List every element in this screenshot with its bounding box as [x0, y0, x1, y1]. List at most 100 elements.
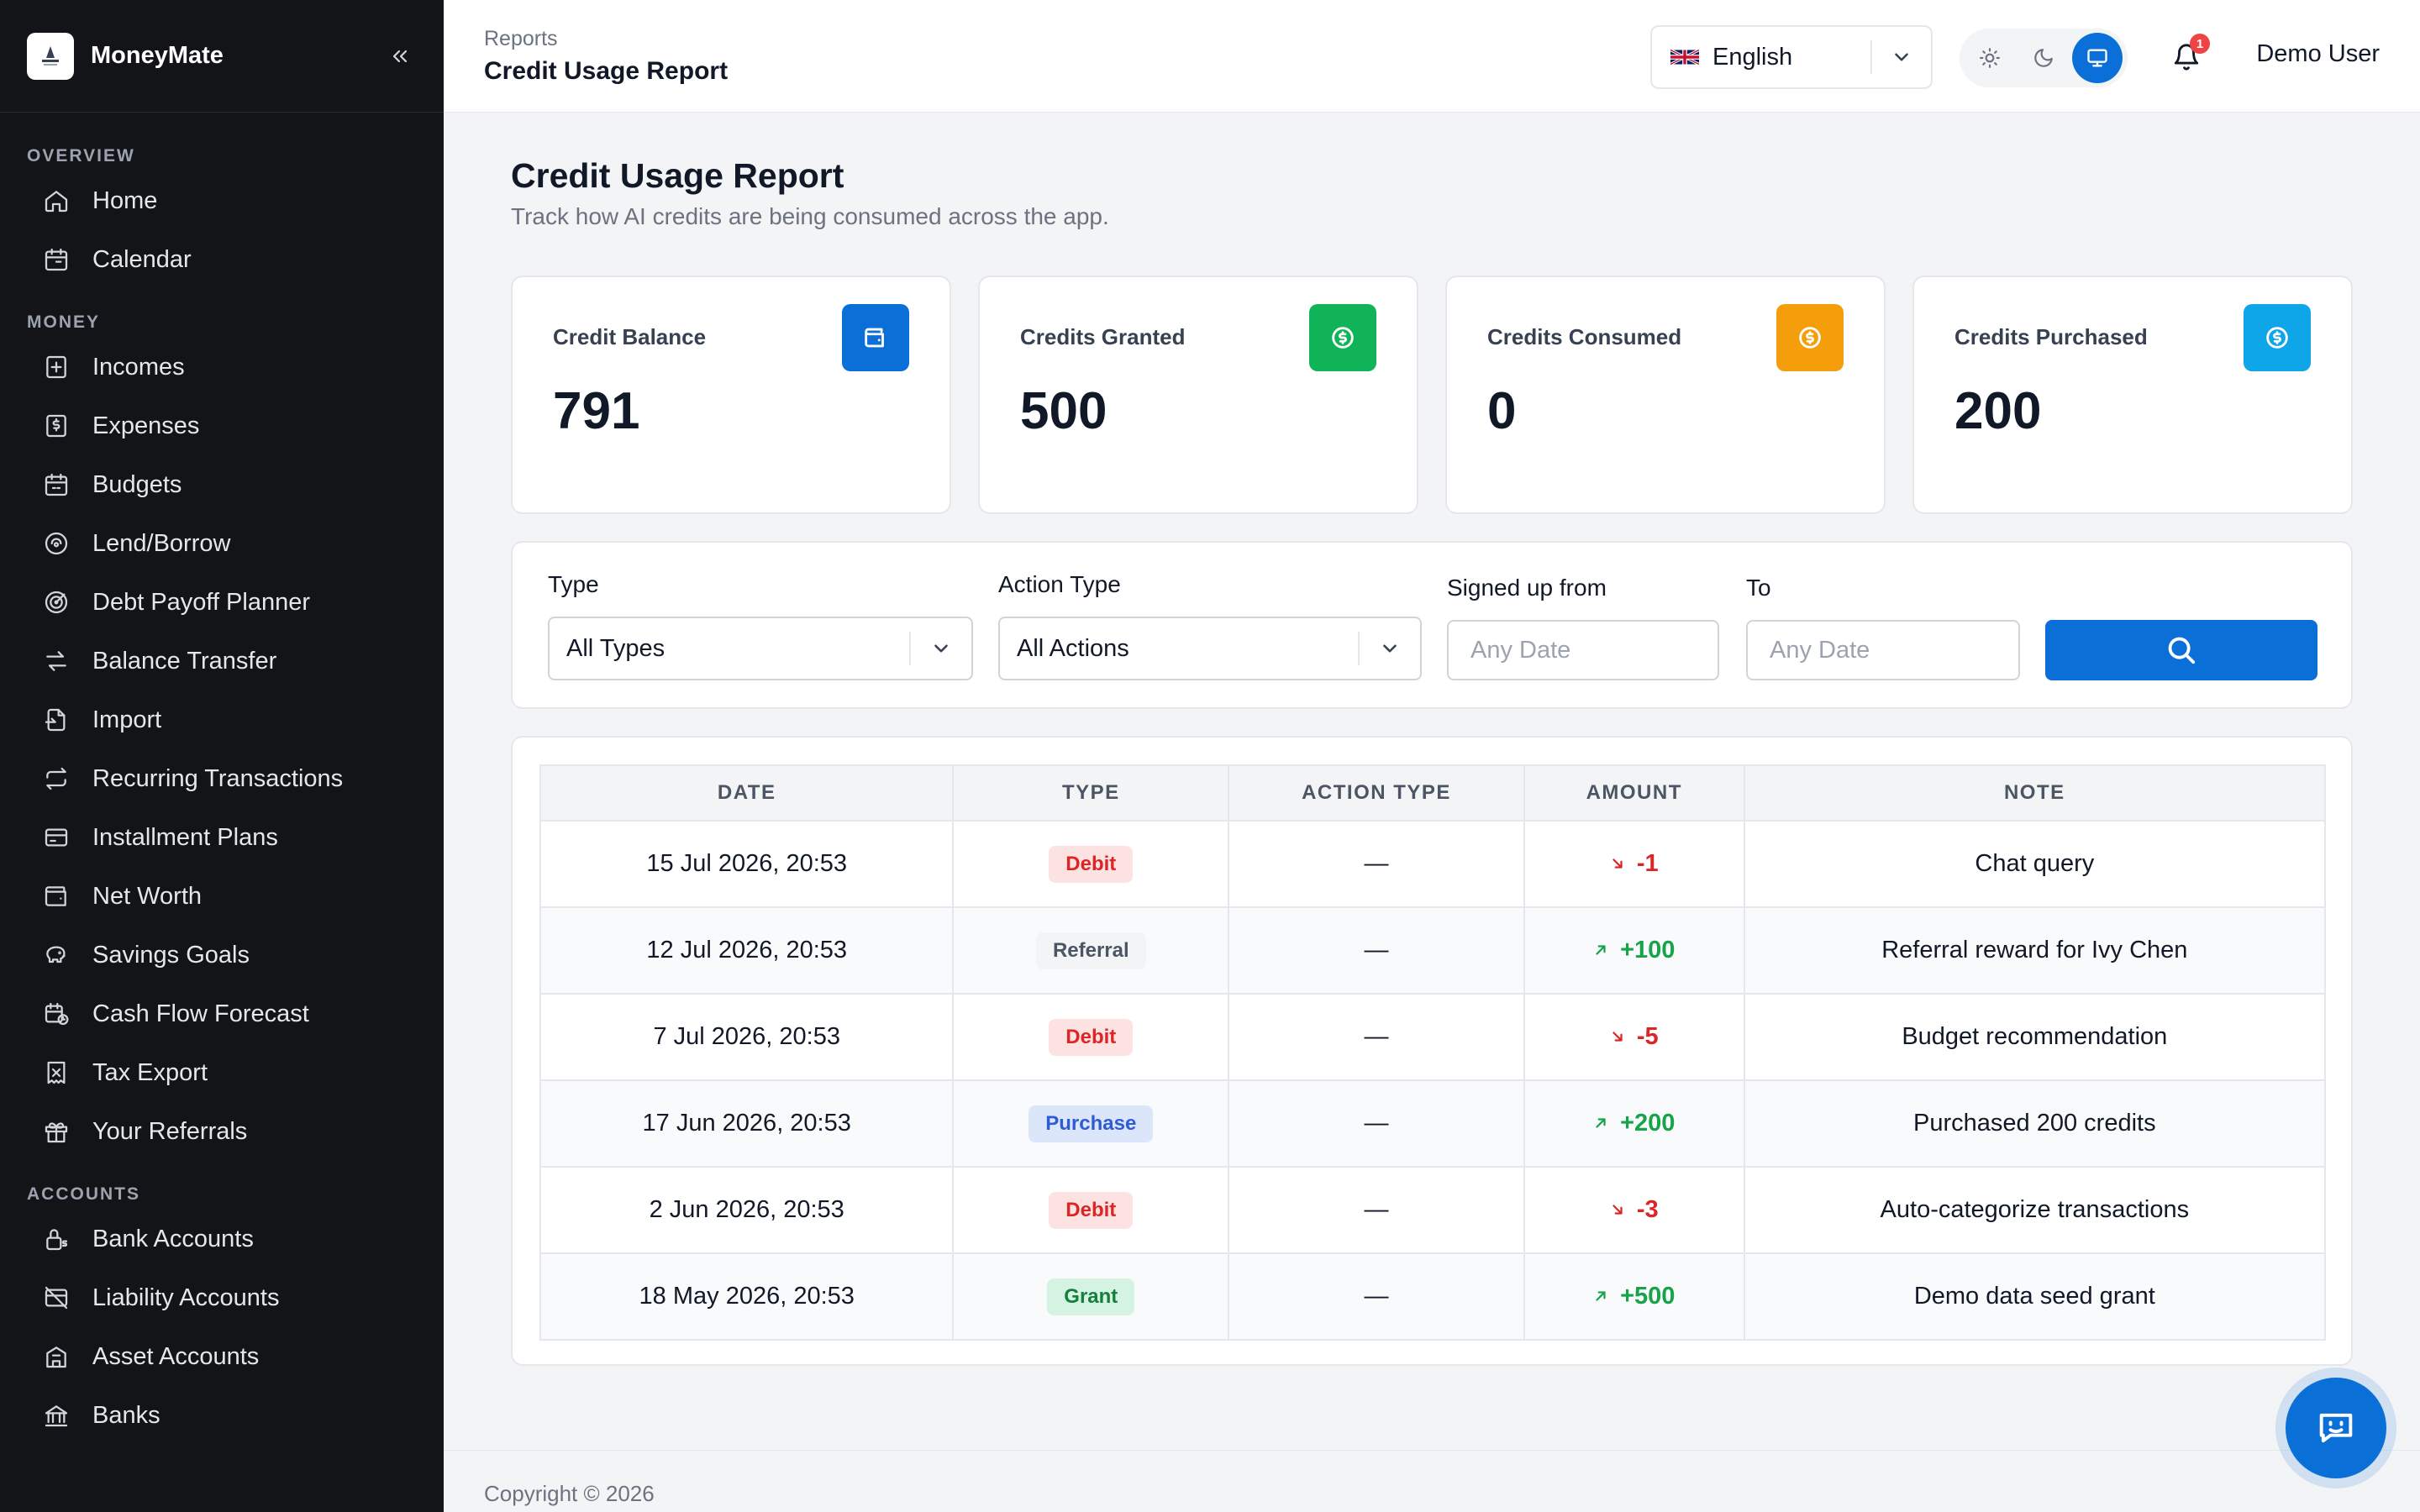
collapse-sidebar-button[interactable]: [383, 39, 417, 73]
dollar-circle-icon: [1309, 304, 1376, 371]
notification-count-badge: 1: [2190, 34, 2210, 54]
sidebar: MoneyMate OVERVIEW Home Calendar MONEY Incom…: [0, 0, 444, 1512]
type-filter-label: Type: [548, 571, 599, 597]
column-header-note[interactable]: NOTE: [1743, 764, 2327, 822]
sidebar-item-home[interactable]: Home: [0, 171, 444, 230]
sidebar-item-your-referrals[interactable]: Your Referrals: [0, 1102, 444, 1161]
signed-up-from-input[interactable]: [1447, 620, 1719, 680]
stat-value: 791: [553, 382, 640, 440]
wallet-icon: [842, 304, 909, 371]
divider: [1358, 632, 1360, 665]
chat-assistant-button[interactable]: [2286, 1378, 2386, 1478]
sidebar-item-label: Bank Accounts: [92, 1225, 254, 1252]
sidebar-item-tax-export[interactable]: Tax Export: [0, 1043, 444, 1102]
date-cell: 2 Jun 2026, 20:53: [539, 1166, 955, 1254]
page-title: Credit Usage Report: [511, 156, 844, 195]
column-header-action-type[interactable]: ACTION TYPE: [1228, 764, 1525, 822]
type-badge: Debit: [1049, 1018, 1134, 1056]
topbar: Reports Credit Usage Report English 1 De…: [444, 0, 2420, 113]
column-header-date[interactable]: DATE: [539, 764, 955, 822]
table-row: 17 Jun 2026, 20:53 Purchase — +200 Purchased…: [539, 1079, 2327, 1168]
credit-usage-table-card: DATE TYPE ACTION TYPE AMOUNT NOTE 15 Jul 202…: [511, 736, 2353, 1366]
search-button[interactable]: [2045, 620, 2317, 680]
monitor-icon: [2087, 49, 2107, 67]
type-filter-select[interactable]: All Types: [548, 617, 973, 680]
filter-panel: Type All Types Action Type All Actions S…: [511, 541, 2353, 709]
sidebar-item-label: Cash Flow Forecast: [92, 1000, 309, 1027]
note-cell: Purchased 200 credits: [1743, 1079, 2327, 1168]
sidebar-section-money: MONEY: [27, 312, 101, 332]
stat-label: Credits Granted: [1020, 324, 1186, 349]
column-header-amount[interactable]: AMOUNT: [1523, 764, 1745, 822]
sidebar-item-calendar[interactable]: Calendar: [0, 230, 444, 289]
sidebar-item-installment-plans[interactable]: Installment Plans: [0, 808, 444, 867]
type-cell: Debit: [952, 993, 1230, 1081]
stat-label: Credits Consumed: [1487, 324, 1682, 349]
dollar-circle-icon: [1776, 304, 1844, 371]
action-type-cell: —: [1228, 993, 1525, 1081]
uk-flag-icon: [1670, 48, 1699, 66]
sidebar-item-label: Lend/Borrow: [92, 529, 231, 557]
lock-dollar-icon: [42, 1225, 71, 1253]
sidebar-item-label: Debt Payoff Planner: [92, 588, 311, 616]
amount-value: +500: [1620, 1282, 1676, 1310]
calendar-clock-icon: [42, 1000, 71, 1028]
table-row: 15 Jul 2026, 20:53 Debit — -1 Chat query: [539, 820, 2327, 908]
sidebar-item-incomes[interactable]: Incomes: [0, 338, 444, 396]
chevrons-left-icon: [392, 50, 408, 62]
sidebar-item-liability-accounts[interactable]: Liability Accounts: [0, 1268, 444, 1327]
arrow-down-right-icon: [1610, 1202, 1625, 1217]
sidebar-item-import[interactable]: Import: [0, 690, 444, 749]
arrow-down-right-icon: [1610, 1029, 1625, 1044]
budget-icon: [42, 470, 71, 499]
chat-bot-icon: [2319, 1413, 2353, 1443]
stat-label: Credits Purchased: [1954, 324, 2148, 349]
to-date-label: To: [1746, 575, 1771, 601]
action-filter-label: Action Type: [998, 571, 1121, 597]
stat-card-credit-balance: Credit Balance 791: [511, 276, 951, 514]
sidebar-item-label: Recurring Transactions: [92, 764, 344, 792]
stat-value: 200: [1954, 382, 2042, 440]
sidebar-item-asset-accounts[interactable]: Asset Accounts: [0, 1327, 444, 1386]
type-badge: Referral: [1035, 932, 1146, 969]
date-cell: 15 Jul 2026, 20:53: [539, 820, 955, 908]
type-badge: Debit: [1049, 845, 1134, 883]
amount-cell: +500: [1523, 1252, 1745, 1341]
sidebar-item-cash-flow-forecast[interactable]: Cash Flow Forecast: [0, 984, 444, 1043]
sidebar-item-budgets[interactable]: Budgets: [0, 455, 444, 514]
sidebar-item-savings-goals[interactable]: Savings Goals: [0, 926, 444, 984]
sidebar-item-debt-payoff-planner[interactable]: Debt Payoff Planner: [0, 573, 444, 632]
app-name: MoneyMate: [91, 42, 224, 69]
language-select[interactable]: English: [1650, 25, 1933, 89]
sidebar-item-label: Budgets: [92, 470, 182, 498]
search-icon: [2168, 637, 2196, 664]
sidebar-item-label: Import: [92, 706, 162, 733]
sidebar-item-bank-accounts[interactable]: Bank Accounts: [0, 1210, 444, 1268]
sidebar-item-label: Savings Goals: [92, 941, 250, 969]
amount-value: -3: [1636, 1195, 1659, 1223]
sidebar-item-balance-transfer[interactable]: Balance Transfer: [0, 632, 444, 690]
type-cell: Debit: [952, 1166, 1230, 1254]
dark-theme-button[interactable]: [2018, 33, 2069, 83]
repeat-icon: [42, 764, 71, 793]
to-date-input[interactable]: [1746, 620, 2020, 680]
sidebar-item-expenses[interactable]: Expenses: [0, 396, 444, 455]
notifications-button[interactable]: 1: [2166, 34, 2210, 77]
sidebar-item-recurring-transactions[interactable]: Recurring Transactions: [0, 749, 444, 808]
expense-icon: [42, 412, 71, 440]
language-label: English: [1712, 43, 1793, 71]
action-filter-select[interactable]: All Actions: [998, 617, 1422, 680]
sidebar-item-banks[interactable]: Banks: [0, 1386, 444, 1445]
calendar-icon: [42, 245, 71, 274]
home-icon: [42, 186, 71, 215]
column-header-type[interactable]: TYPE: [952, 764, 1230, 822]
system-theme-button[interactable]: [2072, 33, 2123, 83]
user-menu[interactable]: Demo User: [2256, 40, 2380, 67]
action-type-cell: —: [1228, 1166, 1525, 1254]
light-theme-button[interactable]: [1965, 33, 2015, 83]
breadcrumb[interactable]: Reports: [484, 27, 558, 50]
table-row: 12 Jul 2026, 20:53 Referral — +100 Referral …: [539, 906, 2327, 995]
app-logo[interactable]: [27, 32, 74, 80]
sidebar-item-net-worth[interactable]: Net Worth: [0, 867, 444, 926]
sidebar-item-lend-borrow[interactable]: Lend/Borrow: [0, 514, 444, 573]
